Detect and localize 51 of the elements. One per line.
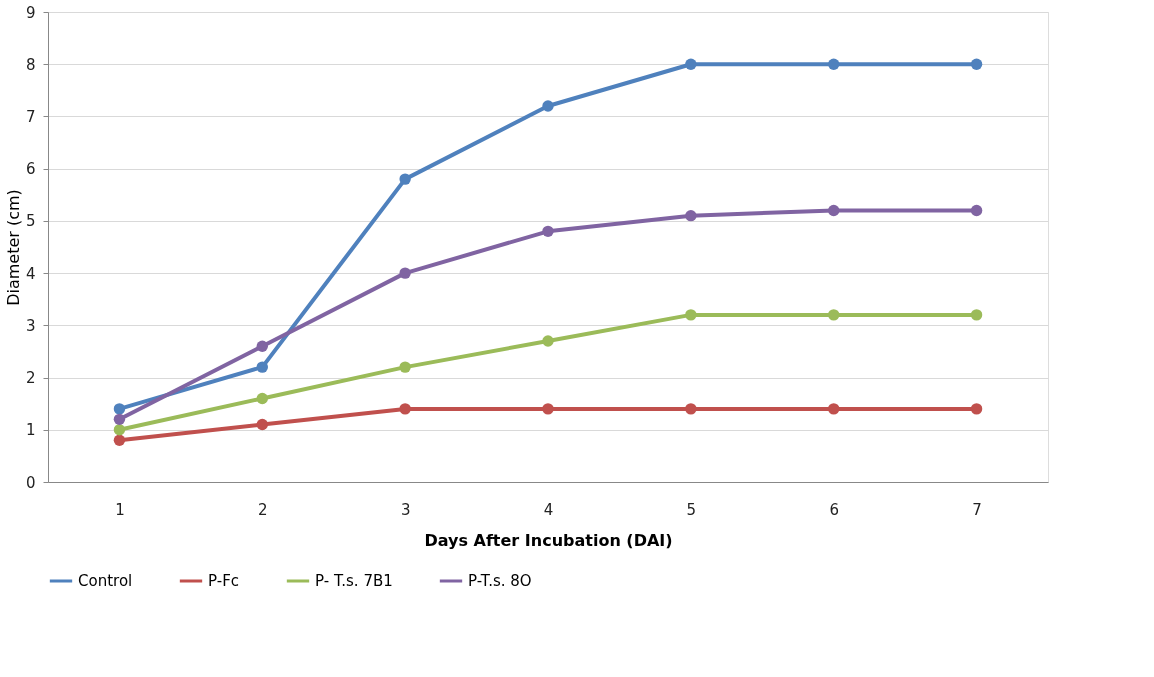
point — [685, 403, 697, 415]
x-tick-label: 6 — [829, 500, 839, 519]
y-axis-title: Diameter (cm) — [3, 189, 23, 306]
y-tick-label: 5 — [25, 212, 36, 231]
point — [828, 309, 840, 321]
point — [542, 225, 554, 238]
point — [828, 204, 840, 217]
point — [399, 267, 411, 279]
point — [113, 434, 126, 446]
point — [685, 309, 697, 321]
point — [542, 100, 554, 112]
x-tick-label: 3 — [400, 500, 411, 519]
point — [113, 413, 126, 426]
legend-label: P- T.s. 7B1 — [315, 572, 393, 590]
y-tick-label: 6 — [25, 160, 36, 179]
x-tick-label: 5 — [686, 500, 697, 519]
y-tick-label: 8 — [25, 55, 36, 74]
y-tick-label: 9 — [25, 3, 36, 22]
x-tick-label: 1 — [115, 500, 125, 519]
legend-label: P-T.s. 8O — [468, 572, 532, 590]
point — [970, 403, 983, 415]
point — [828, 58, 840, 70]
y-tick-label: 4 — [25, 264, 36, 283]
point — [970, 204, 983, 217]
point — [970, 58, 983, 70]
point — [256, 418, 268, 431]
legend-label: Control — [78, 572, 133, 590]
point — [256, 340, 268, 352]
point — [685, 209, 697, 222]
y-tick-label: 7 — [25, 107, 36, 126]
point — [399, 403, 411, 415]
point — [685, 58, 697, 70]
x-tick-label: 4 — [543, 500, 554, 519]
y-tick-label: 0 — [25, 473, 36, 492]
point — [399, 361, 411, 373]
y-tick-label: 3 — [25, 316, 36, 335]
x-tick-label: 2 — [258, 500, 268, 519]
point — [256, 361, 268, 373]
point — [256, 392, 268, 405]
point — [542, 403, 554, 415]
point — [828, 403, 840, 415]
y-tick-label: 2 — [25, 369, 36, 388]
y-tick-label: 1 — [25, 421, 36, 440]
point — [113, 403, 126, 415]
point — [542, 335, 554, 347]
x-tick-label: 7 — [972, 500, 982, 519]
legend-label: P-Fc — [208, 572, 240, 590]
point — [113, 424, 126, 436]
point — [970, 309, 983, 321]
point — [399, 173, 411, 185]
x-axis-title: Days After Incubation (DAI) — [424, 530, 673, 550]
